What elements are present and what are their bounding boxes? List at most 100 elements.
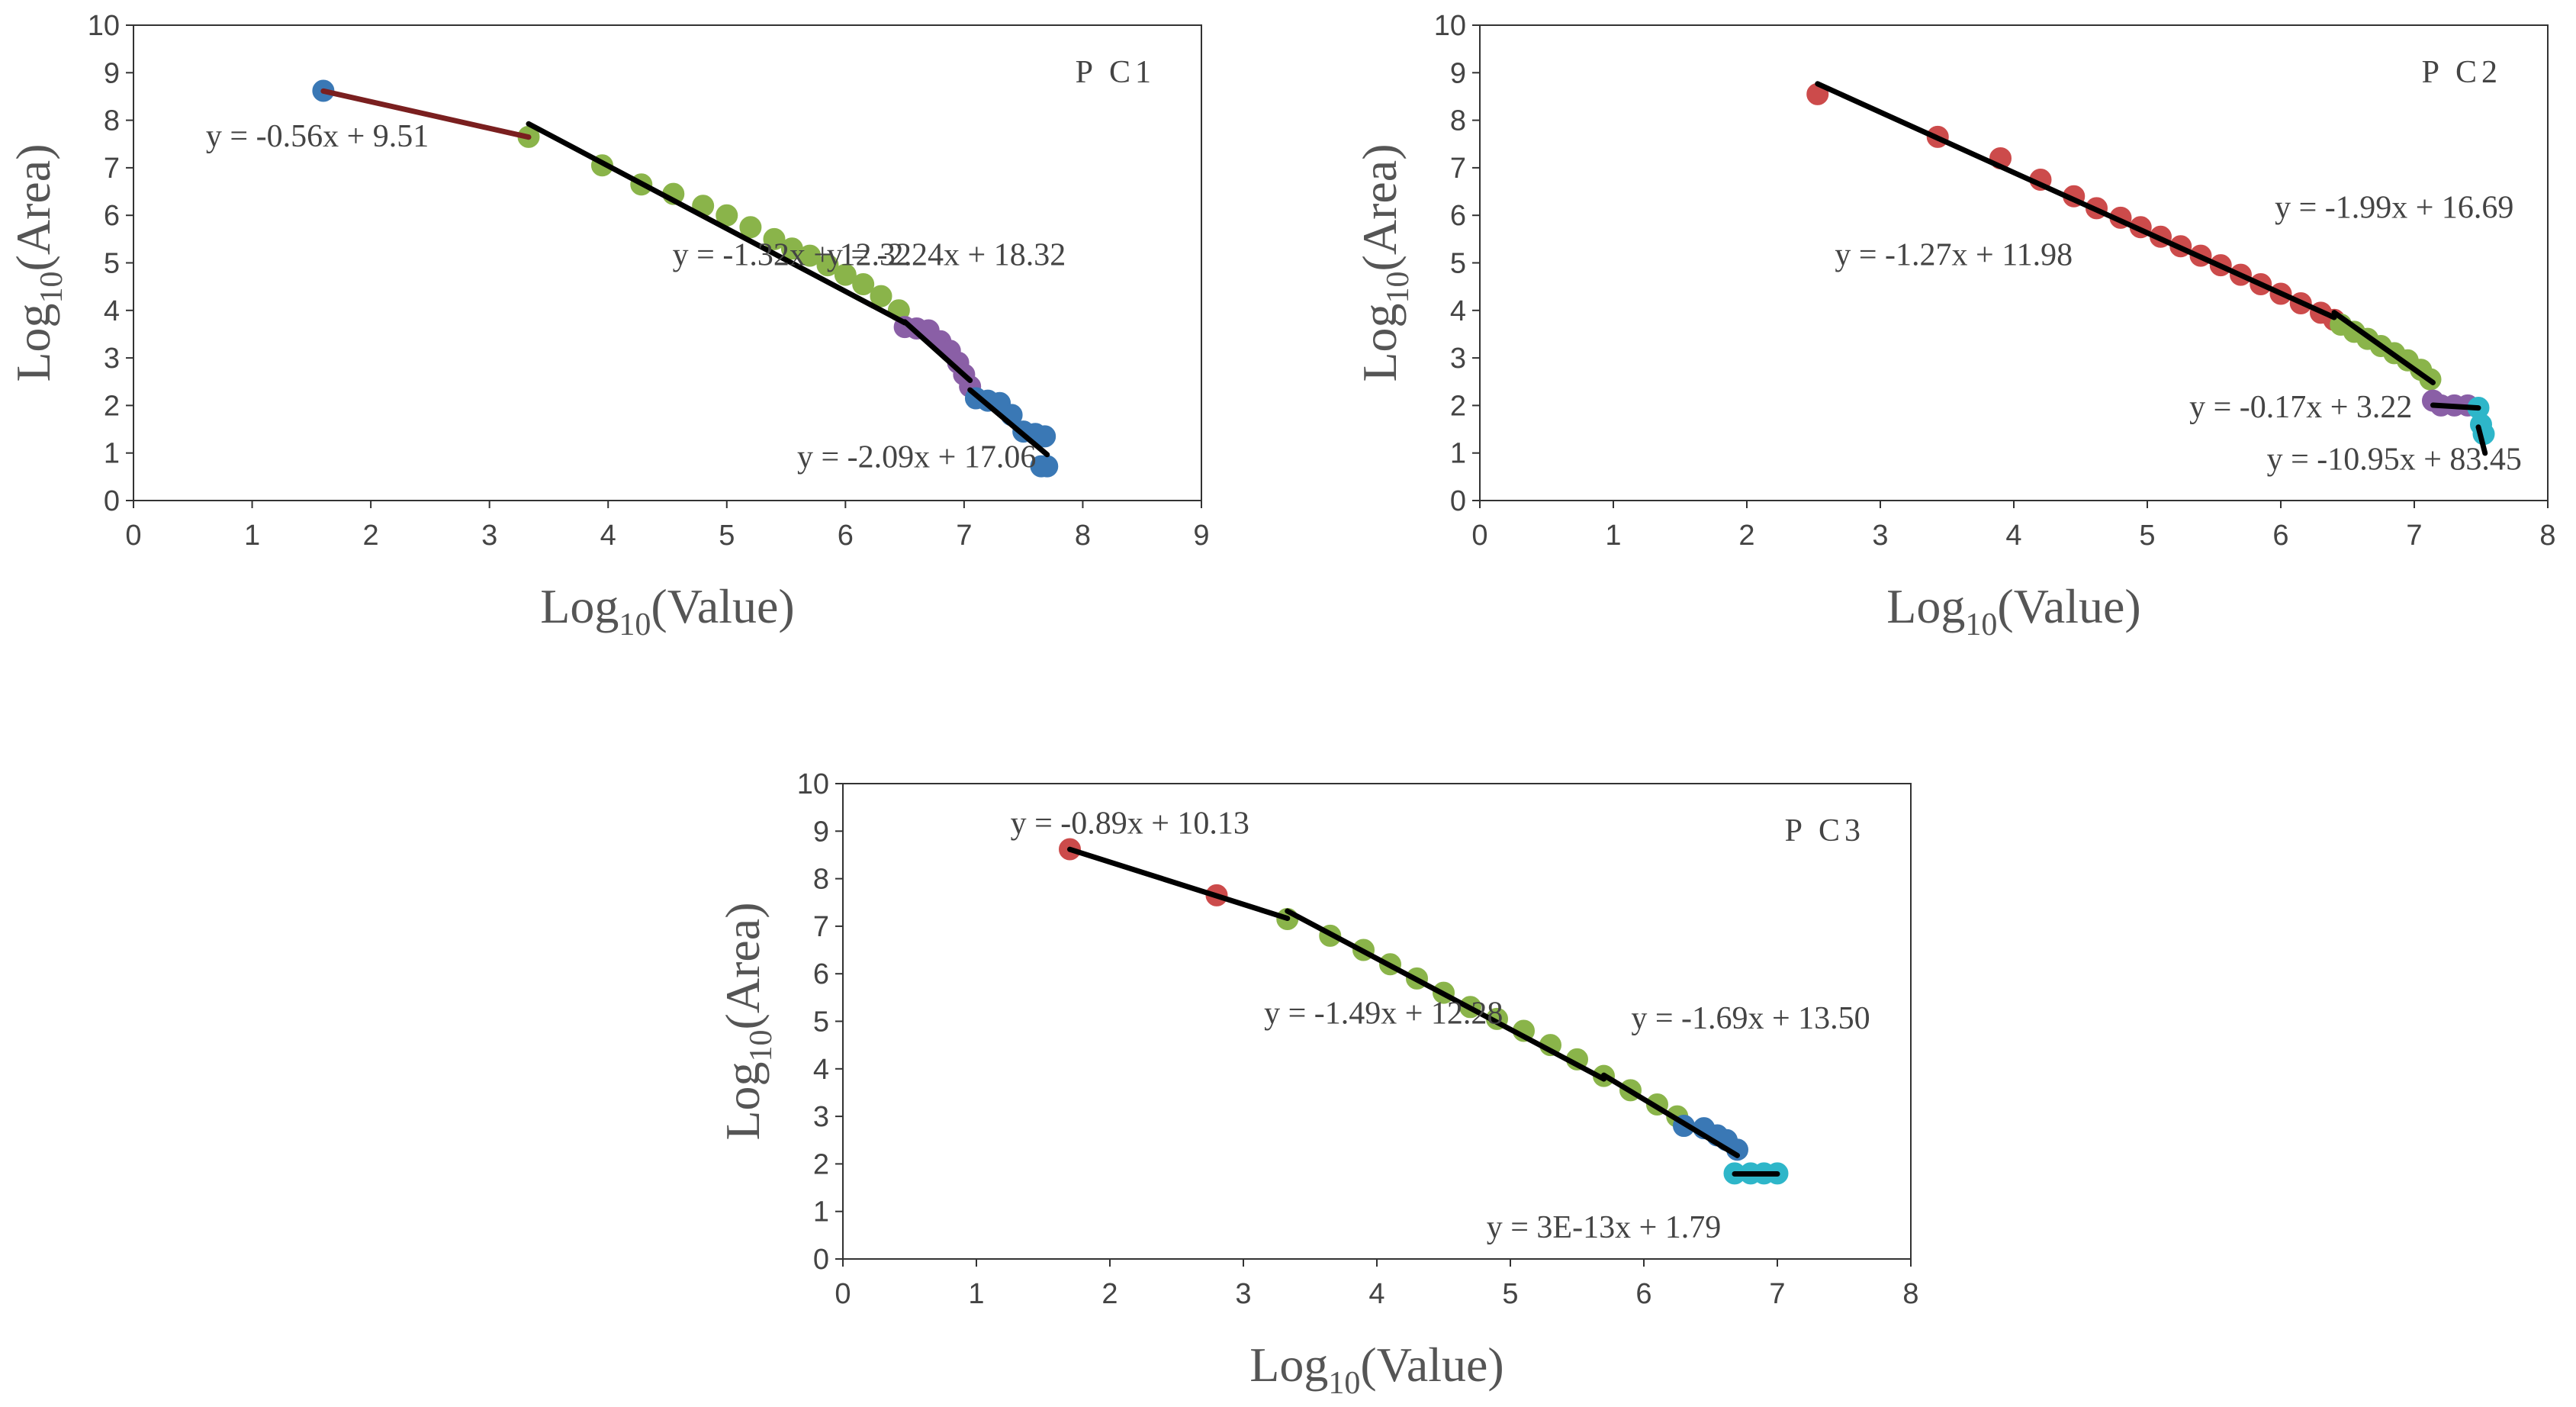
pc1-series-1-point xyxy=(870,285,892,307)
pc1-series-1-point xyxy=(852,273,875,296)
pc2-x-tick-label: 3 xyxy=(1872,520,1888,552)
pc3-y-axis-title: Log10(Area) xyxy=(716,902,779,1140)
pc3-y-tick-label: 3 xyxy=(813,1101,829,1133)
pc1-fit-equation-0: y = -0.56x + 9.51 xyxy=(206,119,429,154)
pc1-x-tick-label: 3 xyxy=(481,520,497,552)
pc1-y-tick-label: 6 xyxy=(104,200,120,232)
chart-pc3-svg: 0 1 2 3 4 5 6 7 8 9 10 0 1 2 3 4 5 6 7 8 Log10(Area) Log10(Va… xyxy=(716,768,1919,1401)
pc1-x-tick-label: 0 xyxy=(125,520,141,552)
pc2-y-tick-label: 1 xyxy=(1450,438,1466,470)
pc3-x-tick-label: 7 xyxy=(1769,1278,1785,1310)
pc1-x-tick-label: 1 xyxy=(244,520,260,552)
pc2-y-tick-label: 9 xyxy=(1450,57,1466,89)
pc2-y-tick-label: 10 xyxy=(1434,10,1466,42)
pc3-x-tick-label: 1 xyxy=(968,1278,984,1310)
pc2-fit-line-2 xyxy=(2430,402,2481,411)
pc2-fit-equation-2: y = -0.17x + 3.22 xyxy=(2189,390,2412,425)
pc2-fit-equation-3: y = -10.95x + 83.45 xyxy=(2267,443,2522,478)
pc2-x-tick-label: 2 xyxy=(1738,520,1754,552)
pc1-fit-line-3 xyxy=(967,387,1050,458)
pc2-panel-label: P C2 xyxy=(2422,55,2502,90)
pc2-y-tick-label: 7 xyxy=(1450,153,1466,185)
pc3-y-tick-label: 0 xyxy=(813,1244,829,1276)
chart-pc1: 0 1 2 3 4 5 6 7 8 9 10 0 1 2 3 4 5 6 7 8 9 Log10(Area) Log10(V… xyxy=(0,0,1266,656)
pc2-fit-line-1 xyxy=(2331,310,2436,385)
pc2-x-tick-label: 4 xyxy=(2005,520,2021,552)
pc1-y-tick-label: 7 xyxy=(104,153,120,185)
pc1-x-tick-label: 9 xyxy=(1193,520,1209,552)
pc1-series-1-point xyxy=(799,244,822,267)
pc1-series-1-point xyxy=(763,227,786,250)
pc1-x-tick-label: 7 xyxy=(956,520,972,552)
pc2-y-axis-title: Log10(Area) xyxy=(1352,143,1416,382)
pc3-fit-equation-1: y = -1.49x + 12.28 xyxy=(1264,996,1503,1032)
pc1-y-tick-label: 1 xyxy=(104,438,120,470)
pc3-fit-line-2 xyxy=(1601,1072,1740,1158)
pc3-fit-equation-2: y = -1.69x + 13.50 xyxy=(1631,1001,1870,1036)
pc3-y-tick-label: 2 xyxy=(813,1148,829,1180)
pc1-y-tick-label: 4 xyxy=(104,295,120,327)
pc1-y-axis-title: Log10(Area) xyxy=(6,143,69,382)
pc3-x-tick-label: 8 xyxy=(1902,1278,1918,1310)
pc3-fit-equation-0: y = -0.89x + 10.13 xyxy=(1011,806,1249,841)
pc3-x-tick-label: 4 xyxy=(1368,1278,1384,1310)
pc1-x-axis-title: Log10(Value) xyxy=(540,579,794,642)
pc3-y-tick-label: 5 xyxy=(813,1006,829,1038)
pc1-x-tick-label: 2 xyxy=(363,520,379,552)
pc2-x-tick-label: 0 xyxy=(1471,520,1487,552)
pc1-fit-equation-3: y = -2.09x + 17.06 xyxy=(797,439,1036,475)
pc3-y-tick-label: 6 xyxy=(813,958,829,990)
pc3-y-tick-label: 1 xyxy=(813,1196,829,1228)
pc1-fit-equation-1: y = -1.32x + 12.32 xyxy=(673,238,912,273)
pc1-fit-line-0 xyxy=(320,88,532,140)
pc3-y-tick-label: 8 xyxy=(813,864,829,896)
pc1-fit-line-1 xyxy=(526,121,908,326)
pc1-y-tick-label: 8 xyxy=(104,105,120,137)
pc2-fit-equation-1: y = -1.99x + 16.69 xyxy=(2275,190,2513,225)
pc2-x-tick-label: 8 xyxy=(2539,520,2555,552)
pc3-x-tick-label: 0 xyxy=(835,1278,851,1310)
pc3-x-tick-label: 6 xyxy=(1635,1278,1651,1310)
pc1-y-tick-label: 9 xyxy=(104,57,120,89)
chart-pc1-svg: 0 1 2 3 4 5 6 7 8 9 10 0 1 2 3 4 5 6 7 8 9 Log10(Area) Log10(V… xyxy=(6,10,1210,642)
pc1-series-1-point xyxy=(816,254,839,277)
pc2-y-tick-label: 8 xyxy=(1450,105,1466,137)
pc1-y-tick-label: 10 xyxy=(88,10,120,42)
pc2-y-tick-label: 0 xyxy=(1450,485,1466,517)
pc3-x-tick-label: 2 xyxy=(1101,1278,1118,1310)
pc1-fit-line-2 xyxy=(902,319,973,384)
pc2-y-tick-label: 5 xyxy=(1450,248,1466,280)
pc3-y-tick-label: 10 xyxy=(797,768,829,800)
pc1-series-3-point xyxy=(1030,455,1053,478)
pc2-y-tick-label: 3 xyxy=(1450,343,1466,375)
pc1-y-tick-label: 0 xyxy=(104,485,120,517)
pc2-fit-line-3 xyxy=(2475,424,2488,456)
pc2-y-tick-label: 4 xyxy=(1450,295,1466,327)
pc2-y-tick-label: 2 xyxy=(1450,390,1466,422)
pc1-series-1-point xyxy=(739,216,762,239)
pc1-y-tick-label: 2 xyxy=(104,390,120,422)
pc2-x-axis-title: Log10(Value) xyxy=(1886,579,2140,642)
pc2-x-tick-label: 6 xyxy=(2272,520,2288,552)
pc3-fit-equation-3: y = 3E-13x + 1.79 xyxy=(1487,1210,1722,1245)
pc2-x-tick-label: 5 xyxy=(2139,520,2155,552)
pc3-x-axis-title: Log10(Value) xyxy=(1249,1338,1503,1401)
pc1-fit-equation-2: y = -2.24x + 18.32 xyxy=(827,238,1066,273)
chart-pc2: 0 1 2 3 4 5 6 7 8 9 10 0 1 2 3 4 5 6 7 8 Log10(Area) Log10(Va… xyxy=(1297,0,2576,656)
pc2-y-tick-label: 6 xyxy=(1450,200,1466,232)
pc1-x-tick-label: 4 xyxy=(600,520,616,552)
pc1-x-tick-label: 8 xyxy=(1075,520,1091,552)
pc3-x-tick-label: 3 xyxy=(1235,1278,1251,1310)
pc3-y-tick-label: 7 xyxy=(813,911,829,943)
pc2-fit-equation-0: y = -1.27x + 11.98 xyxy=(1835,238,2073,273)
pc3-y-tick-label: 4 xyxy=(813,1054,829,1086)
pc3-panel-label: P C3 xyxy=(1785,813,1865,848)
pc3-x-tick-label: 5 xyxy=(1502,1278,1518,1310)
chart-pc3: 0 1 2 3 4 5 6 7 8 9 10 0 1 2 3 4 5 6 7 8 Log10(Area) Log10(Va… xyxy=(687,748,1983,1403)
pc1-x-tick-label: 5 xyxy=(719,520,735,552)
pc1-x-tick-label: 6 xyxy=(838,520,854,552)
pc1-y-tick-label: 3 xyxy=(104,343,120,375)
pc2-fit-line-0 xyxy=(1815,81,2337,320)
pc2-x-tick-label: 7 xyxy=(2406,520,2422,552)
chart-pc2-svg: 0 1 2 3 4 5 6 7 8 9 10 0 1 2 3 4 5 6 7 8 Log10(Area) Log10(Va… xyxy=(1352,10,2556,642)
